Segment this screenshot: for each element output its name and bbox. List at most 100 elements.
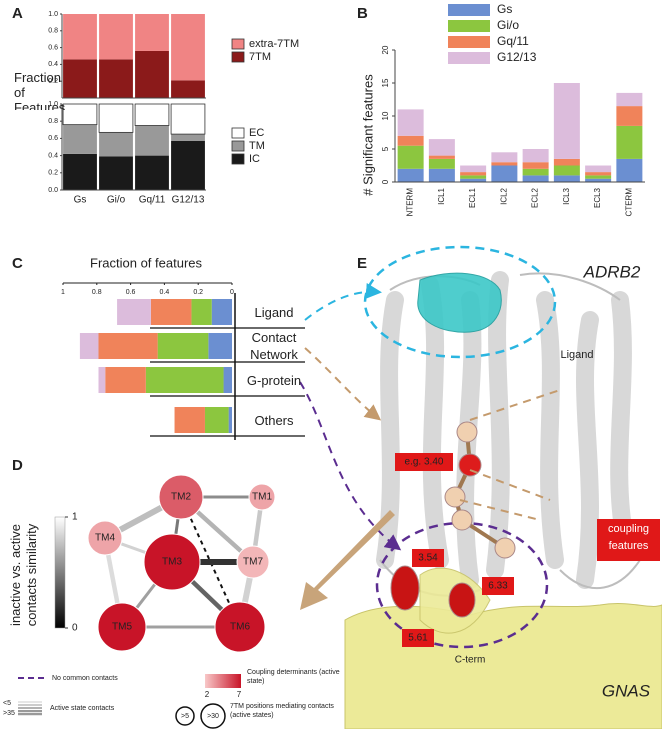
node (158, 474, 204, 520)
colorbar-label: inactive vs. active contacts similarity (8, 523, 39, 627)
bar-segment (460, 172, 487, 176)
x-tick-label: ECL2 (531, 187, 540, 208)
bar-segment (553, 165, 580, 176)
y-axis-label: # Significant features (360, 74, 375, 196)
bar-segment (117, 299, 151, 325)
legend-label: EC (249, 127, 264, 139)
legend-label: 7TM positions mediating contacts (active… (230, 703, 334, 719)
colorbar-tick-label: 0 (72, 623, 78, 634)
node (97, 602, 147, 652)
y-tick-label: 0.2 (48, 170, 58, 177)
node (143, 533, 201, 591)
legend-label-box: Coupling determinants (active state) (247, 669, 340, 685)
node-label: TM4 (95, 533, 115, 544)
y-tick-label: 20 (381, 45, 390, 54)
bar-segment (134, 103, 170, 126)
bar-segment (98, 367, 106, 393)
x-tick-label: ICL3 (562, 187, 571, 204)
bar-segment (428, 168, 455, 182)
y-tick-label: 5 (381, 146, 390, 151)
legend-swatch (448, 52, 490, 64)
bar-segment (460, 165, 487, 173)
bar-segment (204, 407, 229, 433)
legend-swatch (231, 51, 245, 63)
bar-segment (616, 125, 643, 159)
colorbar-label-box: inactive vs. active contacts similarity (8, 523, 39, 627)
bar-segment (397, 109, 424, 136)
x-tick-label: ECL3 (593, 187, 602, 208)
node-label: TM3 (162, 557, 182, 568)
bar-segment (228, 407, 232, 433)
bar-segment (397, 168, 424, 182)
bar-segment (170, 103, 206, 135)
bar-segment (585, 178, 612, 182)
bar-segment (553, 158, 580, 166)
coupling-label-box: coupling features (608, 523, 649, 552)
ligand-label: Ligand (560, 349, 593, 361)
bar-segment (616, 106, 643, 126)
legend-label: >30 (207, 713, 219, 720)
y-tick-label: 0.2 (48, 78, 58, 85)
panel-letter: A (12, 5, 23, 22)
bar-segment (397, 135, 424, 146)
y-tick-label-box: Ligand (254, 304, 294, 320)
bar-segment (150, 299, 192, 325)
bar-segment (62, 103, 98, 126)
legend-swatch (448, 4, 490, 16)
node (248, 483, 276, 511)
y-tick-label-box: Others (254, 413, 293, 428)
bar-segment (491, 162, 518, 166)
node-label: TM5 (112, 622, 132, 633)
bar-segment (63, 59, 97, 98)
bar-segment (135, 125, 169, 156)
y-tick-label: 0.0 (48, 187, 58, 194)
structure-art (299, 245, 662, 729)
bar-segment (105, 367, 146, 393)
bar-segment (522, 175, 549, 182)
bar-segment (99, 132, 133, 157)
bar-segment (171, 80, 205, 98)
panel-letter: B (357, 5, 368, 22)
y-tick-label-box: Contact Network (250, 330, 298, 362)
x-tick-label: Gq/11 (139, 195, 166, 206)
bar-segment (553, 83, 580, 159)
bar-segment (99, 59, 133, 98)
bar-segment (171, 14, 205, 81)
y-tick-label: 1.0 (48, 11, 58, 18)
bar-segment (135, 155, 169, 190)
bar-segment (223, 367, 232, 393)
chart-title: Fraction of features (90, 255, 202, 270)
panel-letter: C (12, 255, 23, 272)
bar-segment (460, 175, 487, 179)
bar-segment (491, 152, 518, 163)
y-axis-label-box: Fraction of Features (14, 70, 65, 110)
bar-segment (157, 333, 209, 359)
residue-label: 6.33 (488, 581, 508, 592)
bar-segment (99, 156, 133, 190)
node-label: TM6 (230, 622, 250, 633)
legend-label: TM (249, 140, 265, 152)
bar-segment (428, 139, 455, 156)
x-tick-label: ECL1 (468, 187, 477, 208)
y-tick-label: 1.0 (48, 101, 58, 108)
x-tick-label: 1 (61, 289, 65, 296)
bar-segment (63, 153, 97, 190)
legend-gradient (205, 674, 241, 688)
legend-label: No common contacts (52, 675, 118, 682)
legend-label: IC (249, 153, 260, 165)
x-tick-label: Gs (74, 195, 87, 206)
y-tick-label: 0.8 (48, 28, 58, 35)
x-tick-label: 0.8 (92, 289, 102, 296)
bar-segment (211, 299, 232, 325)
bar-segment (208, 333, 232, 359)
y-tick-label: Ligand (254, 304, 294, 320)
g-protein-label: GNAS (602, 681, 651, 700)
legend-label: Coupling determinants (active state) (247, 669, 340, 685)
bar-segment (585, 175, 612, 179)
node (214, 601, 266, 653)
bar-segment (98, 103, 134, 133)
x-tick-label: Gi/o (107, 195, 126, 206)
legend-swatch (448, 36, 490, 48)
legend-label: Active state contacts (50, 705, 115, 712)
